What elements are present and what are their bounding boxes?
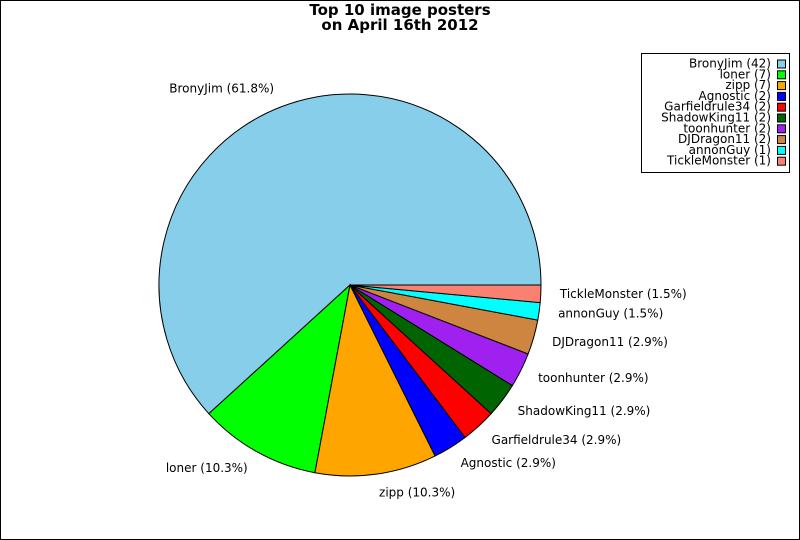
pie-slice <box>349 284 542 304</box>
legend-swatch <box>777 156 786 166</box>
pie-slice <box>314 283 436 477</box>
legend-label: Garfieldrule34 (2) <box>664 100 771 114</box>
slice-label: Garfieldrule34 (2.9%) <box>492 433 622 447</box>
legend-swatch <box>777 70 786 80</box>
slice-label: loner (10.3%) <box>166 461 248 475</box>
legend-label: BronyJim (42) <box>689 57 771 71</box>
legend-swatch <box>777 113 786 123</box>
slice-label: annonGuy (1.5%) <box>558 307 663 321</box>
pie-slice <box>158 93 542 415</box>
legend-swatch <box>777 81 786 91</box>
legend-swatch <box>777 145 786 155</box>
slice-label: DJDragon11 (2.9%) <box>552 335 668 349</box>
legend-swatch <box>777 135 786 145</box>
slice-label: ShadowKing11 (2.9%) <box>518 404 651 418</box>
legend-label: loner (7) <box>720 67 771 81</box>
legend-swatch <box>777 124 786 134</box>
legend-label: zipp (7) <box>725 78 771 92</box>
slice-label: TickleMonster (1.5%) <box>559 287 687 301</box>
legend-label: DJDragon11 (2) <box>678 132 771 146</box>
slice-label: Agnostic (2.9%) <box>461 456 556 470</box>
chart-title: Top 10 image posters on April 16th 2012 <box>309 1 491 34</box>
legend-swatch <box>777 59 786 69</box>
legend-box <box>641 53 790 173</box>
legend-label: ShadowKing11 (2) <box>661 111 771 125</box>
slice-label: BronyJim (61.8%) <box>169 82 274 96</box>
legend-label: TickleMonster (1) <box>666 154 771 168</box>
legend-label: annonGuy (1) <box>689 143 771 157</box>
legend-label: Agnostic (2) <box>699 89 771 103</box>
legend-swatch <box>777 91 786 101</box>
slice-label: zipp (10.3%) <box>379 486 455 500</box>
legend-label: toonhunter (2) <box>683 121 771 135</box>
slice-label: toonhunter (2.9%) <box>538 371 649 385</box>
legend-swatch <box>777 102 786 112</box>
pie-slice <box>208 283 351 474</box>
